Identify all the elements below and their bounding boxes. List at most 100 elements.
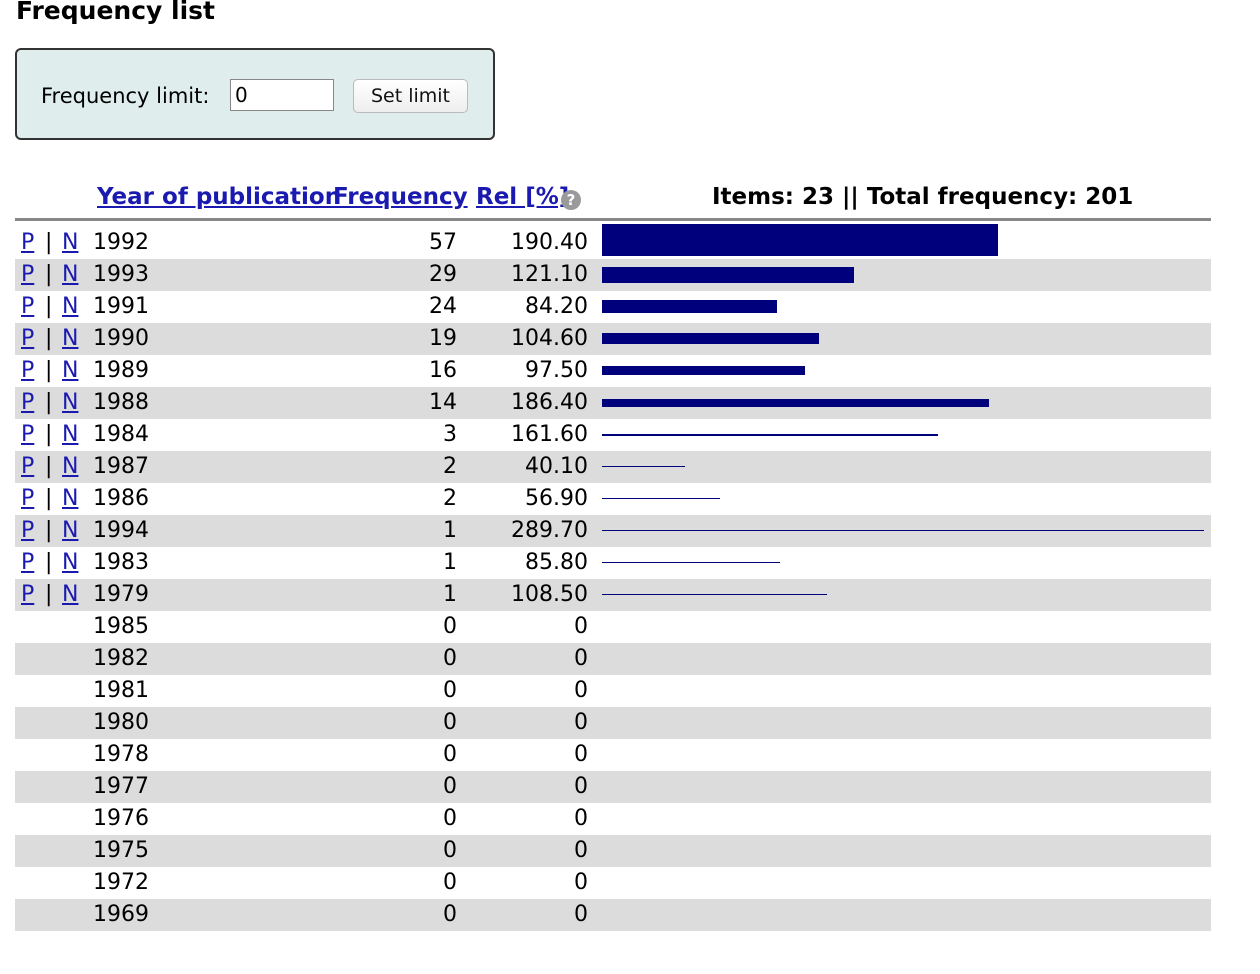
year-cell: 1972 — [93, 870, 149, 895]
link-separator: | — [45, 358, 53, 383]
link-separator: | — [45, 550, 53, 575]
frequency-cell: 24 — [429, 294, 457, 319]
rel-bar — [602, 434, 938, 436]
table-row: P | N 1990 19 104.60 — [15, 323, 1211, 355]
negative-filter-link[interactable]: N — [62, 390, 79, 415]
year-cell: 1969 — [93, 902, 149, 927]
sort-by-frequency-link[interactable]: Frequency — [333, 184, 468, 210]
table-row: P | N 1993 29 121.10 — [15, 259, 1211, 291]
positive-filter-link[interactable]: P — [21, 454, 35, 479]
page-title: Frequency list — [16, 0, 215, 25]
table-row: 1972 0 0 — [15, 867, 1211, 899]
negative-filter-link[interactable]: N — [62, 582, 79, 607]
positive-filter-link[interactable]: P — [21, 262, 35, 287]
positive-filter-link[interactable]: P — [21, 230, 35, 255]
link-separator: | — [45, 390, 53, 415]
table-row: P | N 1984 3 161.60 — [15, 419, 1211, 451]
table-row: 1981 0 0 — [15, 675, 1211, 707]
positive-filter-link[interactable]: P — [21, 326, 35, 351]
positive-filter-link[interactable]: P — [21, 582, 35, 607]
table-row: P | N 1989 16 97.50 — [15, 355, 1211, 387]
year-cell: 1992 — [93, 230, 149, 255]
frequency-cell: 0 — [443, 742, 457, 767]
rel-cell: 104.60 — [511, 326, 588, 351]
year-cell: 1984 — [93, 422, 149, 447]
frequency-cell: 0 — [443, 678, 457, 703]
link-separator: | — [45, 518, 53, 543]
negative-filter-link[interactable]: N — [62, 518, 79, 543]
table-row: 1969 0 0 — [15, 899, 1211, 931]
table-row: P | N 1988 14 186.40 — [15, 387, 1211, 419]
rel-cell: 97.50 — [525, 358, 588, 383]
rel-cell: 0 — [574, 870, 588, 895]
year-cell: 1975 — [93, 838, 149, 863]
link-separator: | — [45, 230, 53, 255]
link-separator: | — [45, 294, 53, 319]
link-separator: | — [45, 486, 53, 511]
negative-filter-link[interactable]: N — [62, 294, 79, 319]
year-cell: 1980 — [93, 710, 149, 735]
positive-filter-link[interactable]: P — [21, 422, 35, 447]
year-cell: 1976 — [93, 806, 149, 831]
rel-cell: 0 — [574, 710, 588, 735]
frequency-limit-label: Frequency limit: — [41, 84, 210, 108]
header-divider — [15, 218, 1211, 221]
table-row: P | N 1979 1 108.50 — [15, 579, 1211, 611]
negative-filter-link[interactable]: N — [62, 422, 79, 447]
frequency-cell: 0 — [443, 774, 457, 799]
rel-cell: 0 — [574, 742, 588, 767]
frequency-cell: 0 — [443, 806, 457, 831]
rel-cell: 0 — [574, 678, 588, 703]
rel-cell: 121.10 — [511, 262, 588, 287]
sort-by-rel-link[interactable]: Rel [%] — [476, 184, 570, 210]
year-cell: 1987 — [93, 454, 149, 479]
positive-filter-link[interactable]: P — [21, 550, 35, 575]
negative-filter-link[interactable]: N — [62, 262, 79, 287]
frequency-cell: 0 — [443, 902, 457, 927]
link-separator: | — [45, 582, 53, 607]
link-separator: | — [45, 422, 53, 447]
sort-by-year-link[interactable]: Year of publication — [97, 184, 342, 210]
positive-filter-link[interactable]: P — [21, 294, 35, 319]
set-limit-button[interactable]: Set limit — [353, 79, 468, 113]
positive-filter-link[interactable]: P — [21, 518, 35, 543]
table-row: P | N 1986 2 56.90 — [15, 483, 1211, 515]
frequency-cell: 1 — [443, 582, 457, 607]
frequency-cell: 14 — [429, 390, 457, 415]
link-separator: | — [45, 454, 53, 479]
positive-filter-link[interactable]: P — [21, 390, 35, 415]
negative-filter-link[interactable]: N — [62, 486, 79, 511]
rel-cell: 186.40 — [511, 390, 588, 415]
rel-cell: 0 — [574, 614, 588, 639]
negative-filter-link[interactable]: N — [62, 358, 79, 383]
help-icon[interactable]: ? — [561, 190, 581, 210]
negative-filter-link[interactable]: N — [62, 550, 79, 575]
frequency-cell: 2 — [443, 454, 457, 479]
negative-filter-link[interactable]: N — [62, 454, 79, 479]
positive-filter-link[interactable]: P — [21, 358, 35, 383]
year-cell: 1981 — [93, 678, 149, 703]
frequency-cell: 1 — [443, 550, 457, 575]
year-cell: 1985 — [93, 614, 149, 639]
rel-cell: 84.20 — [525, 294, 588, 319]
negative-filter-link[interactable]: N — [62, 326, 79, 351]
year-cell: 1986 — [93, 486, 149, 511]
frequency-limit-input[interactable] — [230, 79, 334, 111]
frequency-cell: 0 — [443, 710, 457, 735]
rel-cell: 0 — [574, 806, 588, 831]
table-row: 1977 0 0 — [15, 771, 1211, 803]
rel-cell: 0 — [574, 902, 588, 927]
table-row: 1975 0 0 — [15, 835, 1211, 867]
year-cell: 1994 — [93, 518, 149, 543]
frequency-cell: 0 — [443, 838, 457, 863]
year-cell: 1978 — [93, 742, 149, 767]
rel-bar — [602, 399, 989, 407]
negative-filter-link[interactable]: N — [62, 230, 79, 255]
table-row: P | N 1983 1 85.80 — [15, 547, 1211, 579]
rel-bar — [602, 224, 998, 256]
rel-cell: 289.70 — [511, 518, 588, 543]
link-separator: | — [45, 326, 53, 351]
positive-filter-link[interactable]: P — [21, 486, 35, 511]
frequency-cell: 1 — [443, 518, 457, 543]
frequency-cell: 29 — [429, 262, 457, 287]
